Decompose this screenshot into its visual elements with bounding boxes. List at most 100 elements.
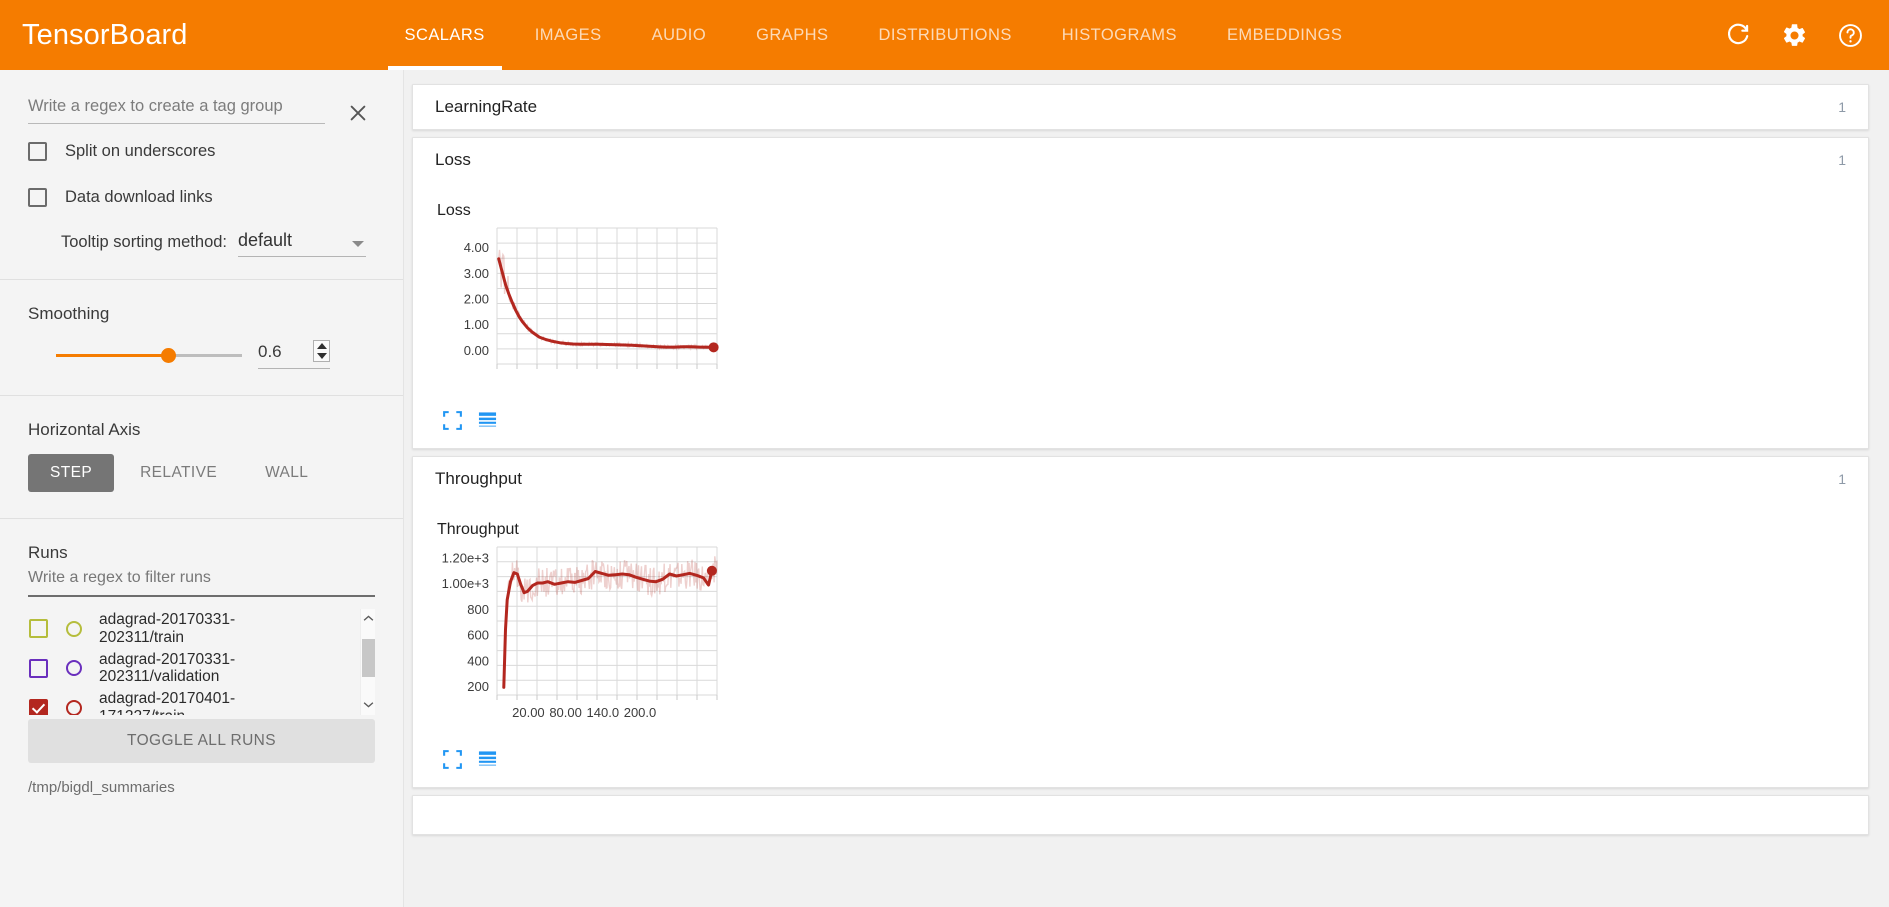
- svg-text:20.00: 20.00: [512, 705, 545, 720]
- scrollbar-thumb[interactable]: [362, 639, 375, 677]
- chart-throughput-svg[interactable]: 200 400 600 800 1.00e+3 1.20e+3 20.00 80.00 140.…: [419, 539, 759, 739]
- tab-label: SCALARS: [404, 25, 485, 44]
- run-label: adagrad-20170401-171227/train: [99, 690, 236, 715]
- data-download-links-checkbox[interactable]: [28, 187, 47, 207]
- smoothing-row: 0.6: [0, 324, 403, 395]
- stepper-up-icon[interactable]: [316, 343, 327, 349]
- smoothing-slider[interactable]: [56, 345, 242, 365]
- runs-filter-input[interactable]: [28, 569, 375, 597]
- tab-histograms[interactable]: HISTOGRAMS: [1037, 0, 1202, 70]
- runs-title: Runs: [28, 543, 68, 562]
- chart-loss[interactable]: 0.00 1.00 2.00 3.00 4.00: [419, 220, 1868, 405]
- smoothing-value-field[interactable]: 0.6: [258, 340, 330, 369]
- chart-throughput[interactable]: 200 400 600 800 1.00e+3 1.20e+3 20.00 80.00 140.…: [419, 539, 1868, 744]
- data-table-icon[interactable]: [478, 411, 497, 430]
- card-loss: Loss 1 Loss 0.00 1.00 2.00 3.00 4.00: [412, 137, 1869, 449]
- chart-loss-svg[interactable]: 0.00 1.00 2.00 3.00 4.00: [419, 220, 759, 400]
- tooltip-sorting-label: Tooltip sorting method:: [61, 233, 228, 251]
- card-count: 1: [1838, 99, 1846, 115]
- haxis-step-button[interactable]: STEP: [28, 454, 115, 492]
- chevron-down-icon: [352, 241, 365, 247]
- tab-distributions[interactable]: DISTRIBUTIONS: [854, 0, 1037, 70]
- list-item[interactable]: adagrad-20170331-202311/train: [28, 609, 375, 649]
- tooltip-sorting-value: default: [238, 230, 293, 250]
- toggle-all-runs-button[interactable]: TOGGLE ALL RUNS: [28, 719, 375, 763]
- chart-title-loss: Loss: [437, 202, 471, 219]
- list-item[interactable]: adagrad-20170331-202311/validation: [28, 649, 375, 689]
- divider: [0, 518, 403, 519]
- card-header-learningrate[interactable]: LearningRate 1: [413, 85, 1868, 129]
- svg-text:400: 400: [467, 653, 489, 668]
- app-title: TensorBoard: [22, 18, 188, 51]
- main-content: LearningRate 1 Loss 1 Loss 0.00 1.00 2.00 3…: [405, 70, 1889, 907]
- tab-label: EMBEDDINGS: [1226, 25, 1343, 44]
- chart-actions-throughput: [413, 744, 1868, 781]
- run-color-dot: [66, 620, 82, 637]
- list-item[interactable]: adagrad-20170401-171227/train: [28, 688, 375, 715]
- tab-label: DISTRIBUTIONS: [878, 25, 1012, 44]
- svg-text:0.00: 0.00: [464, 343, 489, 358]
- svg-text:1.20e+3: 1.20e+3: [442, 550, 489, 565]
- slider-knob[interactable]: [160, 347, 176, 363]
- horizontal-axis-buttons: STEP RELATIVE WALL: [0, 440, 403, 518]
- stepper-down-icon[interactable]: [316, 353, 327, 359]
- main-nav-tabs: SCALARS IMAGES AUDIO GRAPHS DISTRIBUTION…: [380, 0, 1368, 70]
- run-label: adagrad-20170331-202311/train: [99, 611, 236, 646]
- header-actions: [1723, 20, 1889, 50]
- horizontal-axis-title: Horizontal Axis: [28, 420, 141, 439]
- run-color-dot: [66, 700, 82, 715]
- slider-fill: [56, 353, 168, 357]
- tooltip-sorting-row: Tooltip sorting method: default: [0, 216, 403, 279]
- expand-chart-icon[interactable]: [443, 750, 462, 769]
- split-on-underscores-row[interactable]: Split on underscores: [0, 132, 403, 170]
- chevron-up-icon[interactable]: [363, 615, 374, 622]
- svg-text:2.00: 2.00: [464, 292, 489, 307]
- tab-label: GRAPHS: [756, 25, 829, 44]
- haxis-relative-button[interactable]: RELATIVE: [140, 464, 218, 481]
- tab-audio[interactable]: AUDIO: [627, 0, 732, 70]
- run-label: adagrad-20170331-202311/validation: [99, 650, 236, 686]
- close-icon[interactable]: [341, 96, 375, 130]
- expand-chart-icon[interactable]: [443, 411, 462, 430]
- card-body-loss: Loss 0.00 1.00 2.00 3.00 4.00: [413, 182, 1868, 448]
- runs-list: adagrad-20170331-202311/train adagrad-20…: [28, 609, 375, 715]
- card-body-throughput: Throughput 200 400 600 800 1.00e+3 1.20e+3 20.…: [413, 501, 1868, 787]
- run-checkbox[interactable]: [29, 619, 48, 639]
- chevron-down-icon[interactable]: [363, 701, 374, 708]
- tab-label: HISTOGRAMS: [1061, 25, 1177, 44]
- card-title: LearningRate: [435, 97, 538, 116]
- data-table-icon[interactable]: [478, 750, 497, 769]
- settings-gear-icon[interactable]: [1779, 20, 1809, 50]
- tab-label: IMAGES: [534, 25, 602, 44]
- tab-graphs[interactable]: GRAPHS: [731, 0, 853, 70]
- help-icon[interactable]: [1835, 20, 1865, 50]
- card-header-loss[interactable]: Loss 1: [413, 138, 1868, 182]
- smoothing-value: 0.6: [258, 342, 282, 361]
- run-checkbox[interactable]: [29, 698, 48, 715]
- card-header-throughput[interactable]: Throughput 1: [413, 457, 1868, 501]
- svg-text:80.00: 80.00: [549, 705, 582, 720]
- runs-filter-wrap: [0, 563, 403, 597]
- chart-actions-loss: [413, 405, 1868, 442]
- card-count: 1: [1838, 471, 1846, 487]
- quantity-stepper[interactable]: [313, 340, 330, 362]
- tab-images[interactable]: IMAGES: [510, 0, 627, 70]
- runs-scrollbar[interactable]: [360, 609, 375, 715]
- divider: [0, 395, 403, 396]
- tag-group-regex-input[interactable]: [28, 97, 325, 124]
- data-download-links-row[interactable]: Data download links: [0, 178, 403, 216]
- svg-text:200: 200: [467, 679, 489, 694]
- card-throughput: Throughput 1 Throughput 200 400 600 800 1.00…: [412, 456, 1869, 788]
- svg-text:3.00: 3.00: [464, 266, 489, 281]
- tooltip-sorting-select[interactable]: default: [238, 230, 367, 257]
- tab-scalars[interactable]: SCALARS: [380, 0, 510, 70]
- svg-text:800: 800: [467, 602, 489, 617]
- svg-text:200.0: 200.0: [624, 705, 657, 720]
- split-on-underscores-checkbox[interactable]: [28, 141, 47, 161]
- split-on-underscores-label: Split on underscores: [65, 141, 216, 160]
- haxis-wall-button[interactable]: WALL: [265, 464, 309, 481]
- refresh-icon[interactable]: [1723, 20, 1753, 50]
- tab-embeddings[interactable]: EMBEDDINGS: [1202, 0, 1367, 70]
- run-checkbox[interactable]: [29, 658, 48, 678]
- data-download-links-label: Data download links: [65, 187, 213, 206]
